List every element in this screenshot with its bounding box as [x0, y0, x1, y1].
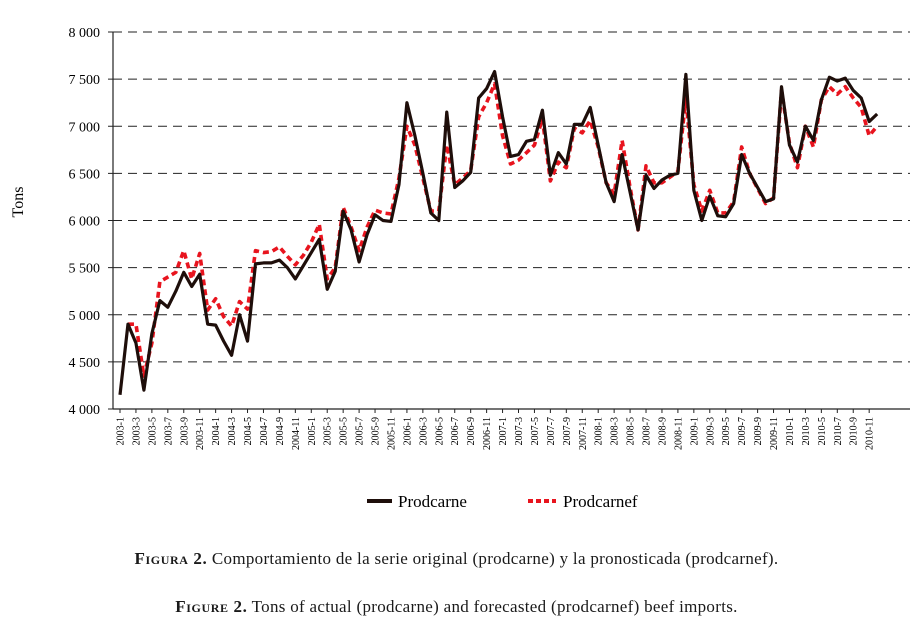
caption-spanish-text: Comportamiento de la serie original (pro… [211, 549, 779, 568]
y-tick-label: 6 500 [69, 167, 101, 182]
x-tick-label: 2004-9 [275, 417, 286, 445]
x-tick-label: 2003-3 [131, 417, 142, 445]
x-tick-label: 2005-7 [355, 417, 366, 445]
series-line-prodcarne [118, 69, 879, 396]
x-tick-label: 2007-11 [578, 417, 589, 450]
x-tick-label: 2008-3 [610, 417, 621, 445]
x-tick-label: 2009-3 [705, 417, 716, 445]
x-tick-label: 2006-3 [418, 417, 429, 445]
caption-spanish: Figura 2. Comportamiento de la serie ori… [0, 549, 913, 569]
x-tick-label: 2009-11 [769, 417, 780, 450]
x-tick-label: 2005-5 [339, 417, 350, 445]
x-tick-label: 2005-3 [323, 417, 334, 445]
x-tick-label: 2009-5 [721, 417, 732, 445]
y-tick-label: 8 000 [69, 26, 101, 41]
x-tick-label: 2008-1 [594, 417, 605, 445]
legend: Prodcarne Prodcarnef [367, 492, 638, 511]
y-axis-ticks: 4 000 4 500 5 000 5 500 6 000 6 500 7 000 7 500… [69, 26, 113, 418]
y-tick-label: 4 000 [69, 403, 101, 418]
x-tick-label: 2009-7 [737, 417, 748, 445]
x-axis-ticks: 2003-1 2003-3 2003-5 2003-7 2003-9 2003-11 200… [116, 409, 876, 450]
y-tick-label: 6 000 [69, 215, 101, 230]
x-tick-label: 2007-9 [562, 417, 573, 445]
y-tick-label: 4 500 [69, 356, 101, 371]
x-tick-label: 2010-1 [785, 417, 796, 445]
x-tick-label: 2006-9 [466, 417, 477, 445]
y-axis-label: Tons [10, 187, 27, 218]
x-tick-label: 2008-5 [626, 417, 637, 445]
series-lines [118, 69, 879, 396]
x-tick-label: 2003-7 [163, 417, 174, 445]
x-tick-label: 2008-11 [673, 417, 684, 450]
legend-label-prodcarnef: Prodcarnef [563, 492, 638, 511]
x-tick-label: 2007-5 [530, 417, 541, 445]
line-chart: 4 000 4 500 5 000 5 500 6 000 6 500 7 000 7 500… [10, 26, 910, 511]
x-tick-label: 2007-1 [498, 417, 509, 445]
x-tick-label: 2010-7 [833, 417, 844, 445]
x-tick-label: 2004-1 [211, 417, 222, 445]
x-tick-label: 2010-9 [849, 417, 860, 445]
caption-spanish-label: Figura 2. [134, 549, 208, 568]
x-tick-label: 2004-7 [259, 417, 270, 445]
x-tick-label: 2008-9 [657, 417, 668, 445]
y-tick-label: 7 500 [69, 73, 101, 88]
x-tick-label: 2010-3 [801, 417, 812, 445]
x-tick-label: 2003-9 [179, 417, 190, 445]
caption-english: Figure 2. Tons of actual (prodcarne) and… [0, 597, 913, 617]
x-tick-label: 2009-9 [753, 417, 764, 445]
x-tick-label: 2010-11 [865, 417, 876, 450]
x-tick-label: 2003-1 [116, 417, 127, 445]
x-tick-label: 2007-7 [546, 417, 557, 445]
y-tick-label: 5 500 [69, 262, 101, 277]
x-tick-label: 2004-3 [227, 417, 238, 445]
legend-label-prodcarne: Prodcarne [398, 492, 467, 511]
x-tick-label: 2008-7 [642, 417, 653, 445]
x-tick-label: 2005-1 [307, 417, 318, 445]
y-tick-label: 5 000 [69, 309, 101, 324]
caption-english-text: Tons of actual (prodcarne) and forecaste… [251, 597, 738, 616]
x-tick-label: 2005-11 [386, 417, 397, 450]
caption-english-label: Figure 2. [175, 597, 248, 616]
x-tick-label: 2009-1 [689, 417, 700, 445]
gridlines [113, 31, 910, 363]
series-line-prodcarnef [127, 82, 879, 378]
x-tick-label: 2004-5 [243, 417, 254, 445]
x-tick-label: 2006-11 [482, 417, 493, 450]
x-tick-label: 2003-5 [147, 417, 158, 445]
x-tick-label: 2007-3 [514, 417, 525, 445]
x-tick-label: 2006-5 [434, 417, 445, 445]
x-tick-label: 2010-5 [817, 417, 828, 445]
x-tick-label: 2004-11 [291, 417, 302, 450]
y-tick-label: 7 000 [69, 120, 101, 135]
x-tick-label: 2003-11 [195, 417, 206, 450]
x-tick-label: 2006-1 [402, 417, 413, 445]
x-tick-label: 2006-7 [450, 417, 461, 445]
x-tick-label: 2005-9 [371, 417, 382, 445]
